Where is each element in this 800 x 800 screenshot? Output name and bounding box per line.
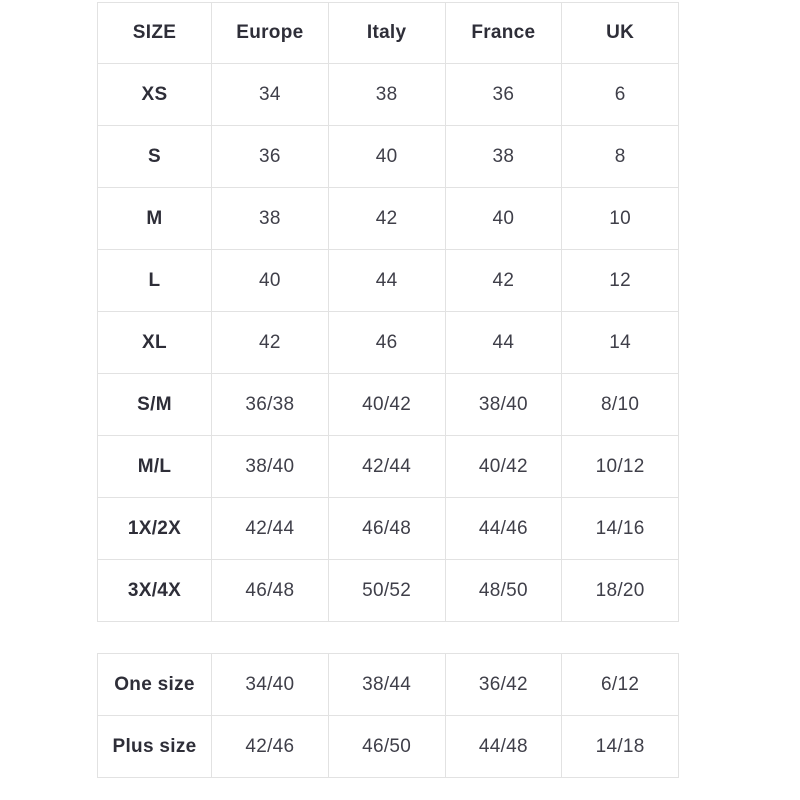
table-row: M/L 38/40 42/44 40/42 10/12 bbox=[97, 435, 679, 498]
size-value: 38 bbox=[211, 187, 329, 250]
size-value: 46/48 bbox=[327, 497, 446, 560]
header-row: SIZE Europe Italy France UK bbox=[97, 2, 679, 64]
size-value: 44/48 bbox=[444, 715, 563, 778]
size-value: 34 bbox=[211, 63, 329, 126]
size-value: 46/50 bbox=[327, 715, 446, 778]
size-value: 6 bbox=[561, 63, 679, 126]
table-row: 1X/2X 42/44 46/48 44/46 14/16 bbox=[97, 497, 679, 560]
size-label: L bbox=[97, 249, 212, 312]
size-table-header: SIZE Europe Italy France UK bbox=[97, 2, 679, 64]
table-row: Plus size 42/46 46/50 44/48 14/18 bbox=[97, 715, 679, 778]
size-value: 36/42 bbox=[444, 653, 563, 716]
size-label: M bbox=[97, 187, 212, 250]
size-value: 36 bbox=[211, 125, 329, 188]
special-size-table: One size 34/40 38/44 36/42 6/12 Plus size 42/4… bbox=[97, 653, 679, 778]
size-value: 8 bbox=[561, 125, 679, 188]
size-value: 14 bbox=[561, 311, 679, 374]
column-header-italy: Italy bbox=[327, 2, 446, 64]
table-row: S/M 36/38 40/42 38/40 8/10 bbox=[97, 373, 679, 436]
size-value: 42/44 bbox=[327, 435, 446, 498]
size-value: 40 bbox=[211, 249, 329, 312]
table-row: 3X/4X 46/48 50/52 48/50 18/20 bbox=[97, 559, 679, 622]
size-table-body: XS 34 38 36 6 S 36 40 38 8 M 38 42 40 10 L 40 44 42 12 XL 42 4… bbox=[97, 63, 679, 622]
size-label: 3X/4X bbox=[97, 559, 212, 622]
size-label: XS bbox=[97, 63, 212, 126]
table-row: M 38 42 40 10 bbox=[97, 187, 679, 250]
size-label: S/M bbox=[97, 373, 212, 436]
size-value: 42 bbox=[327, 187, 446, 250]
size-value: 48/50 bbox=[444, 559, 563, 622]
size-value: 38/40 bbox=[211, 435, 329, 498]
column-header-uk: UK bbox=[561, 2, 679, 64]
size-label: 1X/2X bbox=[97, 497, 212, 560]
size-value: 10/12 bbox=[561, 435, 679, 498]
size-value: 18/20 bbox=[561, 559, 679, 622]
table-row: XS 34 38 36 6 bbox=[97, 63, 679, 126]
size-value: 46 bbox=[327, 311, 446, 374]
size-chart-section: SIZE Europe Italy France UK XS 34 38 36 6 S 36 40 38… bbox=[97, 2, 679, 778]
size-value: 42/44 bbox=[211, 497, 329, 560]
size-value: 14/18 bbox=[561, 715, 679, 778]
size-value: 12 bbox=[561, 249, 679, 312]
size-value: 40 bbox=[444, 187, 563, 250]
column-header-france: France bbox=[444, 2, 563, 64]
size-value: 38/44 bbox=[327, 653, 446, 716]
special-size-table-body: One size 34/40 38/44 36/42 6/12 Plus size 42/4… bbox=[97, 653, 679, 778]
size-value: 40/42 bbox=[327, 373, 446, 436]
size-label: M/L bbox=[97, 435, 212, 498]
size-value: 40 bbox=[327, 125, 446, 188]
size-value: 44 bbox=[327, 249, 446, 312]
column-header-size: SIZE bbox=[97, 2, 212, 64]
size-label: S bbox=[97, 125, 212, 188]
size-value: 44 bbox=[444, 311, 563, 374]
table-row: One size 34/40 38/44 36/42 6/12 bbox=[97, 653, 679, 716]
size-value: 6/12 bbox=[561, 653, 679, 716]
size-conversion-table: SIZE Europe Italy France UK XS 34 38 36 6 S 36 40 38… bbox=[97, 2, 679, 622]
size-value: 10 bbox=[561, 187, 679, 250]
size-label: One size bbox=[97, 653, 212, 716]
size-value: 44/46 bbox=[444, 497, 563, 560]
size-value: 34/40 bbox=[211, 653, 329, 716]
size-value: 42 bbox=[444, 249, 563, 312]
table-row: XL 42 46 44 14 bbox=[97, 311, 679, 374]
table-row: S 36 40 38 8 bbox=[97, 125, 679, 188]
size-label: Plus size bbox=[97, 715, 212, 778]
table-gap bbox=[97, 622, 679, 653]
size-value: 36/38 bbox=[211, 373, 329, 436]
size-value: 38 bbox=[444, 125, 563, 188]
size-value: 42/46 bbox=[211, 715, 329, 778]
size-value: 46/48 bbox=[211, 559, 329, 622]
size-label: XL bbox=[97, 311, 212, 374]
size-value: 38/40 bbox=[444, 373, 563, 436]
size-value: 36 bbox=[444, 63, 563, 126]
size-value: 8/10 bbox=[561, 373, 679, 436]
size-value: 42 bbox=[211, 311, 329, 374]
size-value: 14/16 bbox=[561, 497, 679, 560]
size-value: 40/42 bbox=[444, 435, 563, 498]
table-row: L 40 44 42 12 bbox=[97, 249, 679, 312]
column-header-europe: Europe bbox=[211, 2, 329, 64]
size-value: 50/52 bbox=[327, 559, 446, 622]
size-value: 38 bbox=[327, 63, 446, 126]
